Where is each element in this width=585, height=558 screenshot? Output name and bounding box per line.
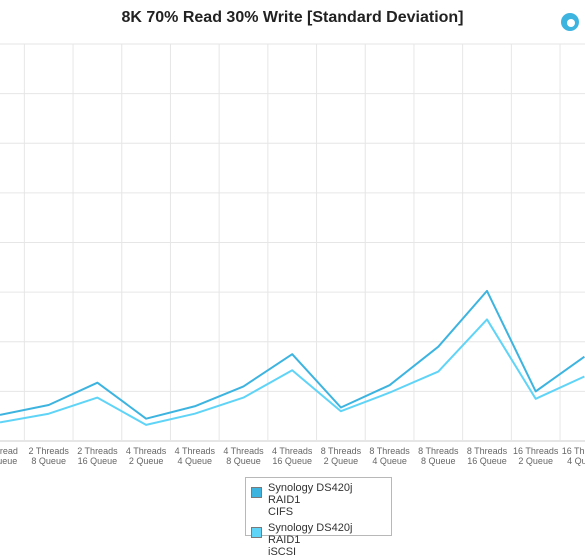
x-tick-label: 2 Threads 16 Queue (77, 446, 118, 466)
legend-item-cifs[interactable]: Synology DS420j RAID1 CIFS (251, 482, 391, 518)
legend-label-iscsi: Synology DS420j RAID1 iSCSI (268, 522, 353, 558)
legend-swatch-cifs (251, 487, 262, 498)
x-tick-label: 4 Threads 2 Queue (126, 446, 167, 466)
legend-label-cifs: Synology DS420j RAID1 CIFS (268, 482, 353, 518)
legend: Synology DS420j RAID1 CIFS Synology DS42… (245, 477, 392, 558)
legend-item-iscsi[interactable]: Synology DS420j RAID1 iSCSI (251, 522, 391, 558)
x-tick-label: 16 Threads 2 Queue (513, 446, 559, 466)
x-tick-label: 8 Threads 4 Queue (369, 446, 410, 466)
x-tick-label: 8 Threads 2 Queue (321, 446, 362, 466)
x-tick-label: 8 Threads 8 Queue (418, 446, 459, 466)
x-tick-label: 2 Threads 8 Queue (29, 446, 70, 466)
legend-swatch-iscsi (251, 527, 262, 538)
series-line-iscsi[interactable] (0, 318, 585, 426)
x-tick-label: 1 Thread1 Queue (0, 446, 18, 466)
x-tick-label: 4 Threads 16 Queue (272, 446, 313, 466)
chart-title: 8K 70% Read 30% Write [Standard Deviatio… (121, 9, 464, 26)
series-line-cifs[interactable] (0, 289, 585, 420)
x-tick-label: 8 Threads 16 Queue (467, 446, 508, 466)
context-menu-icon[interactable] (560, 12, 580, 32)
x-tick-label: 4 Threads 4 Queue (175, 446, 216, 466)
series-group (0, 289, 585, 426)
x-tick-label: 4 Threads 8 Queue (223, 446, 264, 466)
grid-lines (0, 43, 585, 442)
